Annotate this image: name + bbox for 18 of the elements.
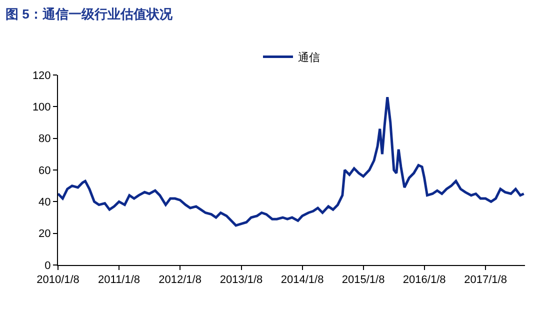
y-tick-label: 20	[38, 228, 51, 240]
x-tick-label: 2011/1/8	[98, 274, 140, 286]
y-tick-label: 40	[38, 196, 51, 209]
x-tick-label: 2017/1/8	[464, 274, 507, 286]
y-tick-label: 100	[32, 102, 51, 114]
x-tick-label: 2016/1/8	[402, 274, 446, 286]
x-tick-label: 2014/1/8	[280, 274, 324, 286]
legend-label: 通信	[298, 50, 320, 64]
y-tick-label: 120	[32, 70, 51, 82]
chart-title: 图 5：通信一级行业估值状况	[6, 6, 174, 22]
y-tick-label: 80	[38, 133, 51, 146]
line-series	[58, 96, 525, 227]
x-tick-label: 2015/1/8	[342, 274, 385, 286]
y-tick-label: 60	[38, 164, 51, 177]
x-tick-label: 2010/1/8	[36, 274, 80, 286]
y-tick-label: 0	[44, 260, 51, 272]
x-tick-label: 2012/1/8	[158, 274, 202, 286]
x-tick-label: 2013/1/8	[220, 274, 263, 286]
